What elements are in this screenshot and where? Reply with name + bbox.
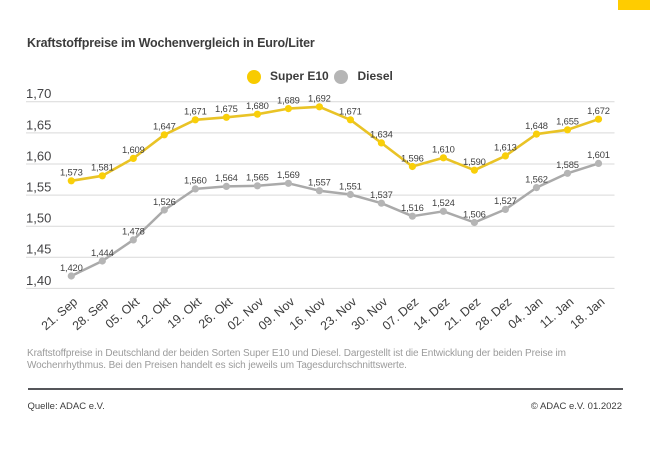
- svg-text:1,516: 1,516: [401, 202, 424, 213]
- svg-text:1,590: 1,590: [463, 156, 486, 167]
- svg-text:1,478: 1,478: [122, 226, 145, 237]
- svg-text:1,60: 1,60: [26, 148, 51, 163]
- svg-text:04. Jan: 04. Jan: [505, 295, 545, 332]
- svg-text:1,613: 1,613: [494, 142, 517, 153]
- svg-text:1,65: 1,65: [26, 117, 51, 132]
- svg-text:1,50: 1,50: [26, 211, 51, 226]
- svg-text:1,634: 1,634: [370, 129, 393, 140]
- svg-text:1,671: 1,671: [184, 106, 207, 117]
- svg-text:1,557: 1,557: [308, 177, 331, 188]
- svg-text:1,527: 1,527: [494, 195, 517, 206]
- svg-text:1,692: 1,692: [308, 93, 331, 104]
- svg-text:1,671: 1,671: [339, 106, 362, 117]
- svg-text:1,609: 1,609: [122, 144, 145, 155]
- svg-text:1,562: 1,562: [525, 173, 548, 184]
- svg-text:1,537: 1,537: [370, 189, 393, 200]
- svg-text:1,524: 1,524: [432, 197, 455, 208]
- svg-text:1,601: 1,601: [587, 149, 610, 160]
- svg-text:05. Okt: 05. Okt: [103, 294, 143, 331]
- svg-text:1,444: 1,444: [91, 247, 114, 258]
- svg-text:1,581: 1,581: [91, 162, 114, 173]
- svg-text:1,610: 1,610: [432, 144, 455, 155]
- svg-text:1,573: 1,573: [60, 167, 83, 178]
- svg-text:1,506: 1,506: [463, 208, 486, 219]
- svg-text:1,70: 1,70: [26, 86, 51, 101]
- svg-text:1,560: 1,560: [184, 175, 207, 186]
- svg-text:18. Jan: 18. Jan: [567, 295, 607, 332]
- svg-text:12. Okt: 12. Okt: [134, 294, 174, 331]
- svg-text:1,40: 1,40: [26, 273, 51, 288]
- svg-text:1,55: 1,55: [26, 180, 51, 195]
- svg-text:1,675: 1,675: [215, 103, 238, 114]
- svg-text:1,526: 1,526: [153, 196, 176, 207]
- svg-text:1,565: 1,565: [246, 172, 269, 183]
- svg-text:1,45: 1,45: [26, 242, 51, 257]
- svg-text:1,655: 1,655: [556, 116, 579, 127]
- svg-text:1,420: 1,420: [60, 262, 83, 273]
- svg-text:1,689: 1,689: [277, 94, 300, 105]
- svg-text:1,569: 1,569: [277, 169, 300, 180]
- svg-text:1,648: 1,648: [525, 120, 548, 131]
- svg-text:1,647: 1,647: [153, 121, 176, 132]
- svg-text:1,596: 1,596: [401, 152, 424, 163]
- svg-text:1,551: 1,551: [339, 180, 362, 191]
- svg-text:1,680: 1,680: [246, 100, 269, 111]
- svg-text:1,585: 1,585: [556, 159, 579, 170]
- svg-text:19. Okt: 19. Okt: [165, 294, 205, 331]
- svg-text:1,564: 1,564: [215, 172, 238, 183]
- svg-text:1,672: 1,672: [587, 105, 610, 116]
